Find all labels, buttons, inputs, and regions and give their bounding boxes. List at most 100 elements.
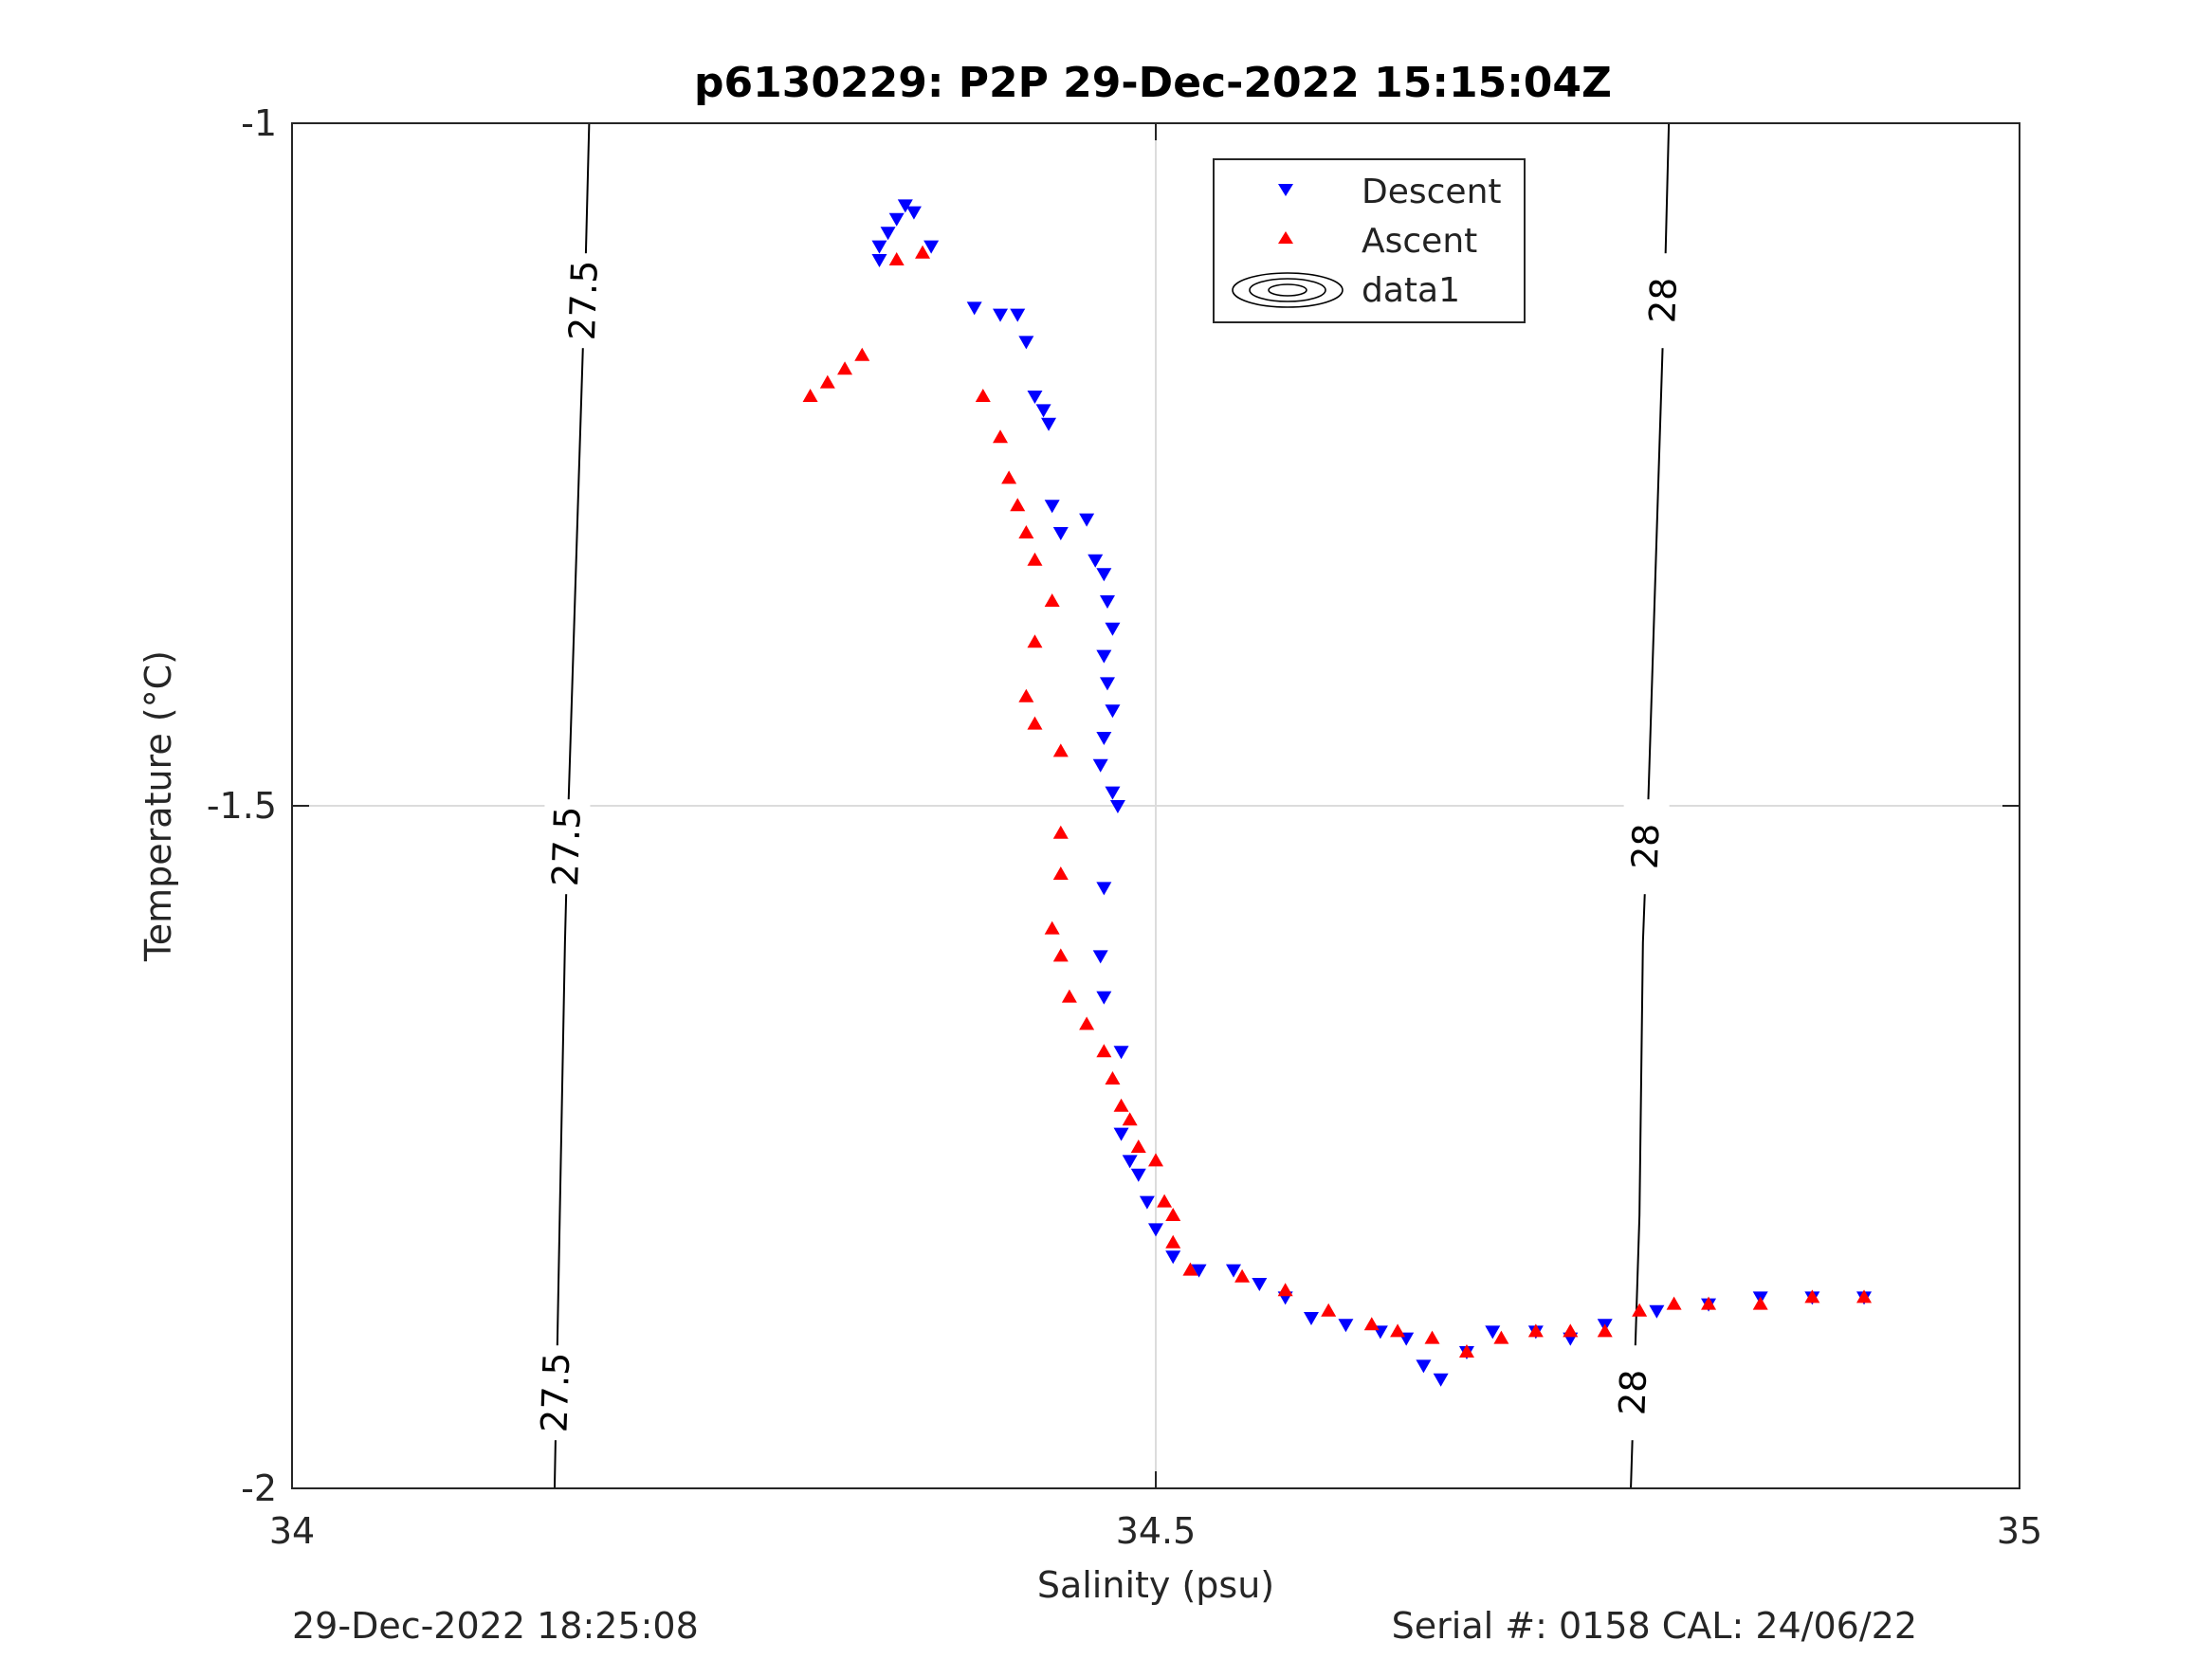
ascent-point [1856, 1289, 1873, 1304]
legend-box [1213, 158, 1526, 323]
ascent-point [1027, 716, 1043, 730]
descent-point [966, 301, 982, 316]
descent-point [1099, 677, 1115, 691]
descent-point [1105, 704, 1121, 719]
descent-point [993, 308, 1009, 322]
ascent-point [1157, 1194, 1173, 1208]
ascent-point [1044, 593, 1060, 607]
descent-point [1041, 417, 1057, 431]
contour-label-gap [1623, 799, 1670, 895]
descent-point [1027, 391, 1043, 404]
contour-label: 27.5 [533, 1352, 577, 1433]
descent-point [871, 254, 887, 267]
ascent-point [1027, 634, 1043, 648]
descent-point [1010, 308, 1026, 322]
descent-point [871, 240, 887, 254]
contour-label-gap [533, 1345, 579, 1441]
ascent-point [1130, 1139, 1146, 1153]
contour-label-gap [544, 799, 591, 895]
ascent-point [993, 429, 1009, 444]
footer-date: 29-Dec-2022 18:25:08 [292, 1605, 699, 1647]
descent-point [880, 227, 896, 241]
descent-point [1416, 1359, 1432, 1374]
ascent-point [1666, 1296, 1682, 1310]
ascent-point [1701, 1296, 1717, 1310]
descent-point [1130, 1168, 1146, 1182]
legend-data1-label: data1 [1362, 271, 1460, 310]
descent-point [1109, 800, 1125, 813]
ascent-point [1424, 1330, 1440, 1344]
descent-point [1096, 991, 1112, 1005]
descent-point [1044, 500, 1060, 514]
descent-point [897, 199, 913, 213]
legend-descent-marker [1278, 184, 1293, 196]
contour-label: 28 [1611, 1369, 1654, 1416]
ascent-point [854, 347, 870, 361]
descent-point [1303, 1312, 1319, 1325]
ascent-point [1027, 552, 1043, 566]
descent-point [1035, 404, 1051, 418]
ascent-point [1113, 1098, 1129, 1112]
ascent-point [1752, 1296, 1768, 1310]
footer-serial-cal: Serial #: 0158 CAL: 24/06/22 [1392, 1605, 1917, 1647]
x-tick-label: 34.5 [1116, 1510, 1197, 1552]
descent-point [1079, 513, 1095, 527]
ascent-point [1001, 470, 1017, 484]
ascent-point [1165, 1234, 1181, 1249]
ascent-point [837, 361, 853, 375]
descent-point [1433, 1373, 1449, 1387]
y-tick-label: -1.5 [207, 785, 277, 827]
axis-ticks: 34 34.5 35 -2 -1.5 -1 [207, 102, 2042, 1552]
descent-point [1113, 1046, 1129, 1060]
descent-point [1122, 1155, 1138, 1169]
ascent-point [1122, 1112, 1138, 1126]
contour-label-gap [1641, 253, 1688, 349]
ascent-point [1010, 498, 1026, 512]
ascent-point [1527, 1323, 1544, 1338]
ascent-point [1044, 921, 1060, 935]
y-tick-label: -1 [241, 102, 277, 144]
descent-point [1105, 786, 1121, 800]
legend: Descent Ascent data1 [1213, 158, 1526, 323]
descent-point [1148, 1223, 1163, 1237]
ascent-point [915, 245, 931, 259]
ascent-point [1148, 1153, 1163, 1167]
ascent-point [802, 389, 818, 402]
chart-title: p6130229: P2P 29-Dec-2022 15:15:04Z [694, 59, 1612, 107]
ascent-point [1079, 1016, 1095, 1030]
ascent-series [802, 245, 1873, 1358]
y-tick-label: -2 [241, 1468, 277, 1509]
legend-contour-symbol [1232, 272, 1344, 308]
descent-point [1338, 1319, 1354, 1333]
ascent-point [1061, 989, 1077, 1003]
descent-point [1096, 568, 1112, 582]
x-axis-label: Salinity (psu) [1037, 1564, 1274, 1606]
descent-point [1191, 1264, 1207, 1278]
legend-ascent-label: Ascent [1362, 222, 1477, 261]
descent-point [888, 212, 905, 227]
ascent-point [1458, 1344, 1474, 1358]
y-axis-label: Temperature (°C) [137, 650, 179, 962]
ascent-point [888, 252, 905, 265]
density-contours: 27.5 27.5 27.5 28 28 28 [533, 122, 1688, 1489]
ascent-point [1052, 743, 1069, 757]
ascent-point [1018, 525, 1034, 538]
descent-point [1139, 1195, 1155, 1210]
descent-point [1099, 595, 1115, 609]
ascent-point [1105, 1071, 1121, 1085]
descent-point [905, 206, 922, 220]
descent-point [1092, 950, 1108, 964]
x-tick-label: 35 [1997, 1510, 2042, 1552]
ascent-point [1165, 1208, 1181, 1221]
legend-descent-label: Descent [1362, 173, 1502, 211]
ascent-point [1052, 825, 1069, 839]
ascent-point [1597, 1323, 1613, 1338]
descent-point [1052, 527, 1069, 540]
descent-point [923, 240, 940, 254]
descent-point [1485, 1325, 1501, 1340]
ascent-point [1096, 1044, 1112, 1058]
ascent-point [1277, 1283, 1293, 1297]
descent-point [1096, 649, 1112, 664]
ascent-point [1632, 1303, 1648, 1317]
